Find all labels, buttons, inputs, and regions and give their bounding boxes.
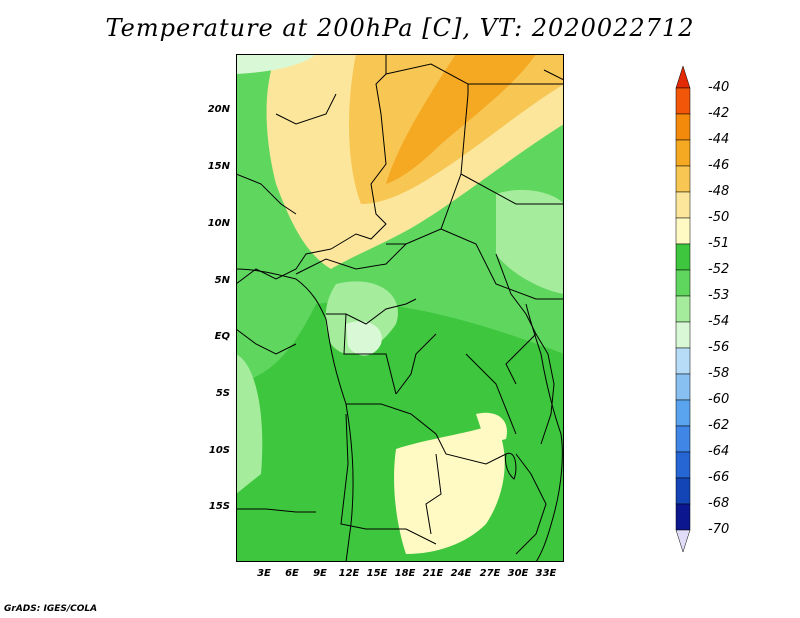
colorbar-swatch — [675, 347, 691, 375]
colorbar-swatch — [675, 451, 691, 479]
colorbar-label: -42 — [708, 106, 730, 121]
chart-title: Temperature at 200hPa [C], VT: 202002271… — [105, 14, 695, 42]
colorbar-swatch — [675, 295, 691, 323]
colorbar-swatch — [675, 425, 691, 453]
colorbar-label: -46 — [708, 158, 730, 173]
x-tick-label: 33E — [535, 568, 557, 579]
colorbar-label: -66 — [708, 470, 730, 485]
colorbar-label: -53 — [708, 288, 730, 303]
temperature-map — [236, 54, 564, 562]
colorbar-label: -56 — [708, 340, 730, 355]
colorbar-label: -64 — [708, 444, 730, 459]
colorbar-swatch — [675, 477, 691, 505]
x-tick-label: 18E — [394, 568, 416, 579]
colorbar-label: -54 — [708, 314, 730, 329]
colorbar-swatch — [675, 217, 691, 245]
x-tick-label: 27E — [479, 568, 501, 579]
x-tick-label: 9E — [313, 568, 327, 579]
footer-credit: GrADS: IGES/COLA — [4, 604, 98, 614]
y-tick-label: EQ — [214, 331, 230, 342]
colorbar-swatch — [675, 373, 691, 401]
x-tick-label: 3E — [257, 568, 271, 579]
colorbar-swatch — [675, 191, 691, 219]
field-south-yellow-2 — [476, 412, 507, 444]
colorbar-swatch — [675, 65, 691, 89]
colorbar-label: -50 — [708, 210, 730, 225]
colorbar-label: -58 — [708, 366, 730, 381]
y-tick-label: 5S — [215, 388, 230, 399]
field-north-orange-2 — [386, 54, 536, 184]
colorbar-label: -40 — [708, 80, 730, 95]
field-south-yellow-1 — [394, 424, 505, 554]
y-tick-label: 5N — [214, 275, 230, 286]
colorbar-swatch — [675, 165, 691, 193]
x-tick-label: 21E — [422, 568, 444, 579]
colorbar-label: -48 — [708, 184, 730, 199]
colorbar-swatch — [675, 113, 691, 141]
y-tick-label: 10S — [208, 445, 230, 456]
colorbar-swatch — [675, 269, 691, 297]
colorbar-swatch — [675, 503, 691, 531]
colorbar-swatch — [675, 399, 691, 427]
colorbar — [675, 65, 691, 553]
x-tick-label: 24E — [450, 568, 472, 579]
colorbar-label: -62 — [708, 418, 730, 433]
colorbar-label: -60 — [708, 392, 730, 407]
colorbar-swatch — [675, 529, 691, 553]
y-tick-label: 20N — [207, 104, 230, 115]
x-tick-label: 6E — [285, 568, 299, 579]
colorbar-label: -68 — [708, 496, 730, 511]
colorbar-label: -51 — [708, 236, 730, 251]
field-nw-bluish — [236, 54, 316, 74]
colorbar-swatch — [675, 321, 691, 349]
country-borders — [236, 54, 564, 555]
field-center-palest — [346, 321, 382, 356]
colorbar-label: -70 — [708, 522, 730, 537]
field-west-light — [236, 354, 263, 494]
field-ne-light — [496, 189, 564, 294]
x-tick-label: 15E — [366, 568, 388, 579]
colorbar-swatch — [675, 243, 691, 271]
coastlines — [236, 69, 564, 562]
y-tick-label: 10N — [207, 218, 230, 229]
colorbar-label: -52 — [708, 262, 730, 277]
colorbar-label: -44 — [708, 132, 730, 147]
y-tick-label: 15N — [207, 161, 230, 172]
y-tick-label: 15S — [208, 501, 230, 512]
x-tick-label: 30E — [507, 568, 529, 579]
colorbar-swatch — [675, 87, 691, 115]
x-tick-label: 12E — [338, 568, 360, 579]
colorbar-swatch — [675, 139, 691, 167]
